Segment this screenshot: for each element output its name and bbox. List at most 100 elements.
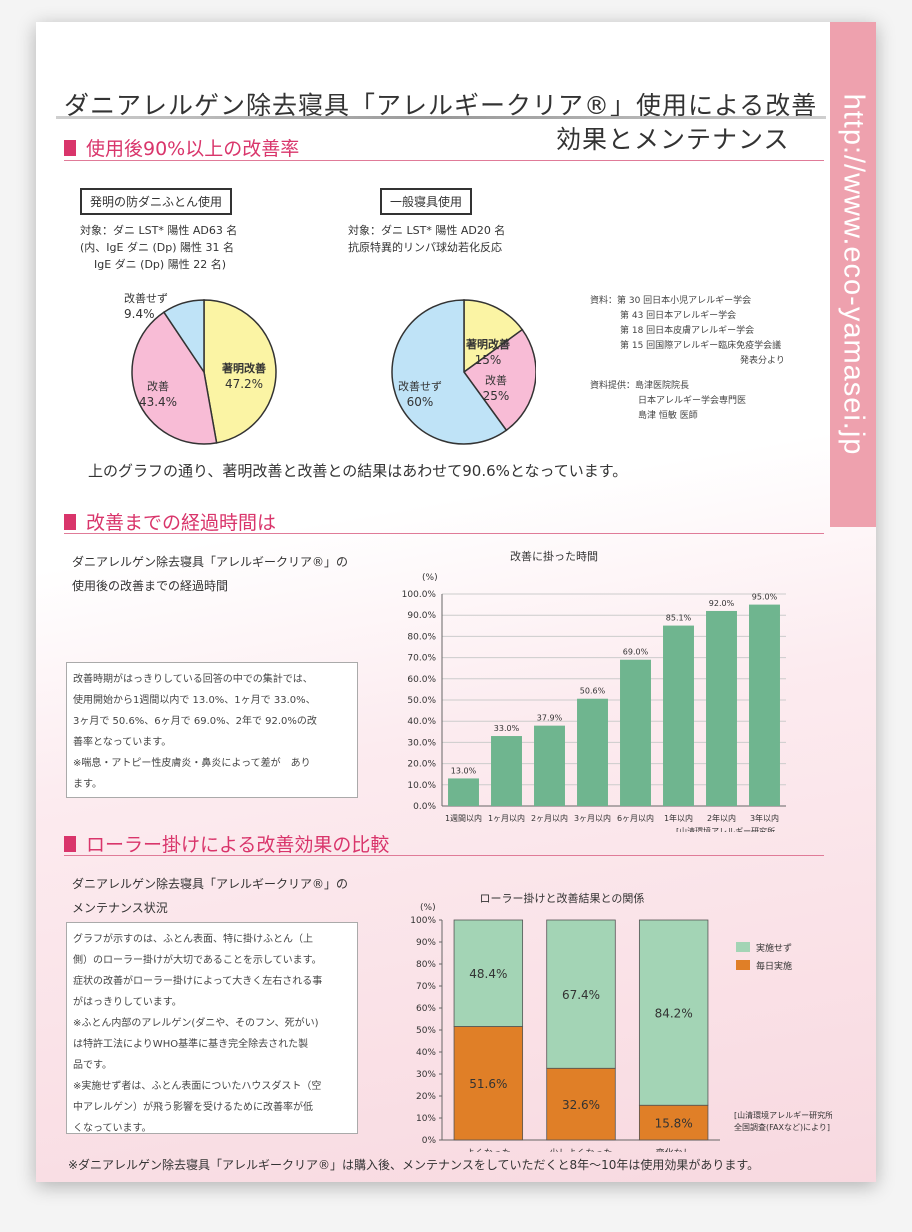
y-tick-label: 60.0% (407, 675, 436, 685)
y-tick-label: 80.0% (407, 632, 436, 642)
chart-source: [山清環境アレルギー研究所 (676, 826, 775, 832)
bar (448, 778, 479, 806)
roller-subtitle: ダニアレルゲン除去寝具「アレルギークリア®」の メンテナンス状況 (72, 877, 349, 915)
x-tick-label: 1年以内 (664, 813, 693, 823)
bar (663, 625, 694, 806)
y-tick-label: 20% (416, 1092, 436, 1102)
bar (620, 659, 651, 806)
stacked-bar-segment (638, 919, 709, 1106)
bar-value-label: 37.9% (537, 714, 563, 723)
url-band: http://www.eco-yamasei.jp (830, 22, 876, 527)
bar-value-label: 95.0% (752, 593, 778, 602)
y-tick-label: 60% (416, 1004, 436, 1014)
divider (64, 855, 824, 856)
footer-note: ※ダニアレルゲン除去寝具「アレルギークリア®」は購入後、メンテナンスをしていただ… (68, 1158, 760, 1172)
pie-value-label: 60% (407, 395, 434, 409)
x-tick-label: 変化なし (656, 1147, 692, 1152)
x-tick-label: 1週間以内 (445, 813, 482, 823)
y-tick-label: 70% (416, 982, 436, 992)
segment-value-label: 48.4% (469, 967, 507, 981)
bar-value-label: 92.0% (709, 599, 735, 608)
legend-swatch (736, 960, 750, 970)
pie-slice (462, 328, 536, 432)
y-tick-label: 90.0% (407, 611, 436, 621)
y-tick-label: 100.0% (402, 590, 437, 600)
improvement-summary: 上のグラフの通り、著明改善と改善との結果はあわせて90.6%となっています。 (88, 462, 628, 480)
pie-slice (162, 299, 205, 375)
x-tick-label: 2ヶ月以内 (531, 813, 568, 823)
bar-value-label: 85.1% (666, 614, 692, 623)
pie-slice (391, 299, 508, 445)
pie-sources: 資料：第 30 回日本小児アレルギー学会 第 43 回日本アレルギー学会 第 1… (590, 296, 785, 421)
roller-note: グラフが示すのは、ふとん表面、特に掛けふとん（上 側）のローラー掛けが大切である… (66, 922, 358, 1134)
x-tick-label: 少しよくなった (549, 1148, 612, 1152)
pie-value-label: 47.2% (225, 377, 263, 391)
page-title-line2: 効果とメンテナンス (556, 125, 790, 154)
y-tick-label: 70.0% (407, 654, 436, 664)
segment-value-label: 84.2% (655, 1007, 693, 1021)
stacked-bar-segment (546, 919, 616, 1069)
heading-marker (64, 835, 76, 852)
segment-value-label: 51.6% (469, 1077, 507, 1091)
pie-chart-right: 著明改善 15% 改善 25% 改善せず 60% (391, 299, 536, 445)
pie-label: 改善せず (124, 291, 168, 305)
x-tick-label: 3ヶ月以内 (574, 813, 611, 823)
y-axis-label: (%) (420, 903, 436, 913)
pie-slice (463, 299, 524, 374)
section-heading-roller-comparison: ローラー掛けによる改善効果の比較 (64, 830, 389, 857)
pie-chart-left: 著明改善 47.2% 改善 43.4% 改善せず 9.4% (124, 291, 277, 445)
section-heading-text: ローラー掛けによる改善効果の比較 (86, 834, 390, 856)
bar-value-label: 69.0% (623, 648, 649, 657)
pie-label: 著明改善 (222, 361, 266, 375)
pie-left-desc: 対象：ダニ LST* 陽性 AD63 名 (内、IgE ダニ (Dp) 陽性 3… (80, 224, 238, 271)
pie-slice (203, 299, 277, 444)
page-title: ダニアレルゲン除去寝具「アレルギークリア®」使用による改善 (64, 91, 818, 120)
pie-label: 著明改善 (466, 337, 510, 351)
pie-slice (131, 311, 218, 445)
y-tick-label: 0.0% (413, 802, 436, 812)
x-tick-label: 3年以内 (750, 813, 779, 823)
legend-swatch (736, 942, 750, 952)
legend-label: 実施せず (756, 942, 792, 954)
bar (534, 725, 565, 806)
elapsed-time-bar-chart: 改善に掛った時間 (%) 0.0% 10.0% 20.0% 30.0% 40.0% 50.0%… (402, 549, 786, 832)
y-tick-label: 10% (416, 1114, 436, 1124)
bar (706, 610, 737, 806)
bar-value-label: 50.6% (580, 687, 606, 696)
section-heading-text: 使用後90%以上の改善率 (86, 138, 300, 160)
pie-left-label: 発明の防ダニふとん使用 (80, 188, 233, 215)
pie-label: 改善せず (398, 379, 442, 393)
chart-title: 改善に掛った時間 (510, 549, 598, 563)
y-axis-label: (%) (422, 573, 438, 583)
website-url[interactable]: http://www.eco-yamasei.jp (837, 93, 870, 456)
chart-title: ローラー掛けと改善結果との関係 (480, 891, 645, 905)
bar (749, 604, 780, 806)
chart-source: 全国調査(FAXなど)により] (734, 1122, 830, 1132)
x-tick-label: 2年以内 (707, 813, 736, 823)
y-tick-label: 80% (416, 960, 436, 970)
legend-label: 毎日実施 (756, 960, 792, 972)
pie-right-label: 一般寝具使用 (380, 188, 473, 215)
brochure-page: http://www.eco-yamasei.jp ダニアレルゲン除去寝具「アレ… (36, 22, 876, 1182)
section-heading-elapsed-time: 改善までの経過時間は (64, 508, 276, 535)
stacked-bar-segment (546, 1067, 616, 1141)
y-tick-label: 50% (416, 1026, 436, 1036)
x-tick-label: 6ヶ月以内 (617, 813, 654, 823)
divider (64, 160, 824, 161)
title-underline (56, 116, 826, 119)
heading-marker (64, 513, 76, 530)
pie-label: 改善 (485, 373, 507, 387)
y-tick-label: 30.0% (407, 738, 436, 748)
y-tick-label: 100% (410, 916, 436, 926)
pie-value-label: 25% (483, 389, 510, 403)
bar (577, 698, 608, 806)
pie-right-desc: 対象：ダニ LST* 陽性 AD20 名 抗原特異的リンパ球幼若化反応 (348, 224, 506, 254)
x-tick-label: よくなった (466, 1148, 511, 1152)
pie-value-label: 43.4% (139, 395, 177, 409)
stacked-bar-segment (453, 919, 524, 1027)
bar-value-label: 13.0% (451, 766, 477, 775)
y-tick-label: 10.0% (407, 781, 436, 791)
section-heading-improvement-rate: 使用後90%以上の改善率 (64, 134, 299, 161)
y-tick-label: 40.0% (407, 717, 436, 727)
y-tick-label: 0% (422, 1136, 437, 1146)
